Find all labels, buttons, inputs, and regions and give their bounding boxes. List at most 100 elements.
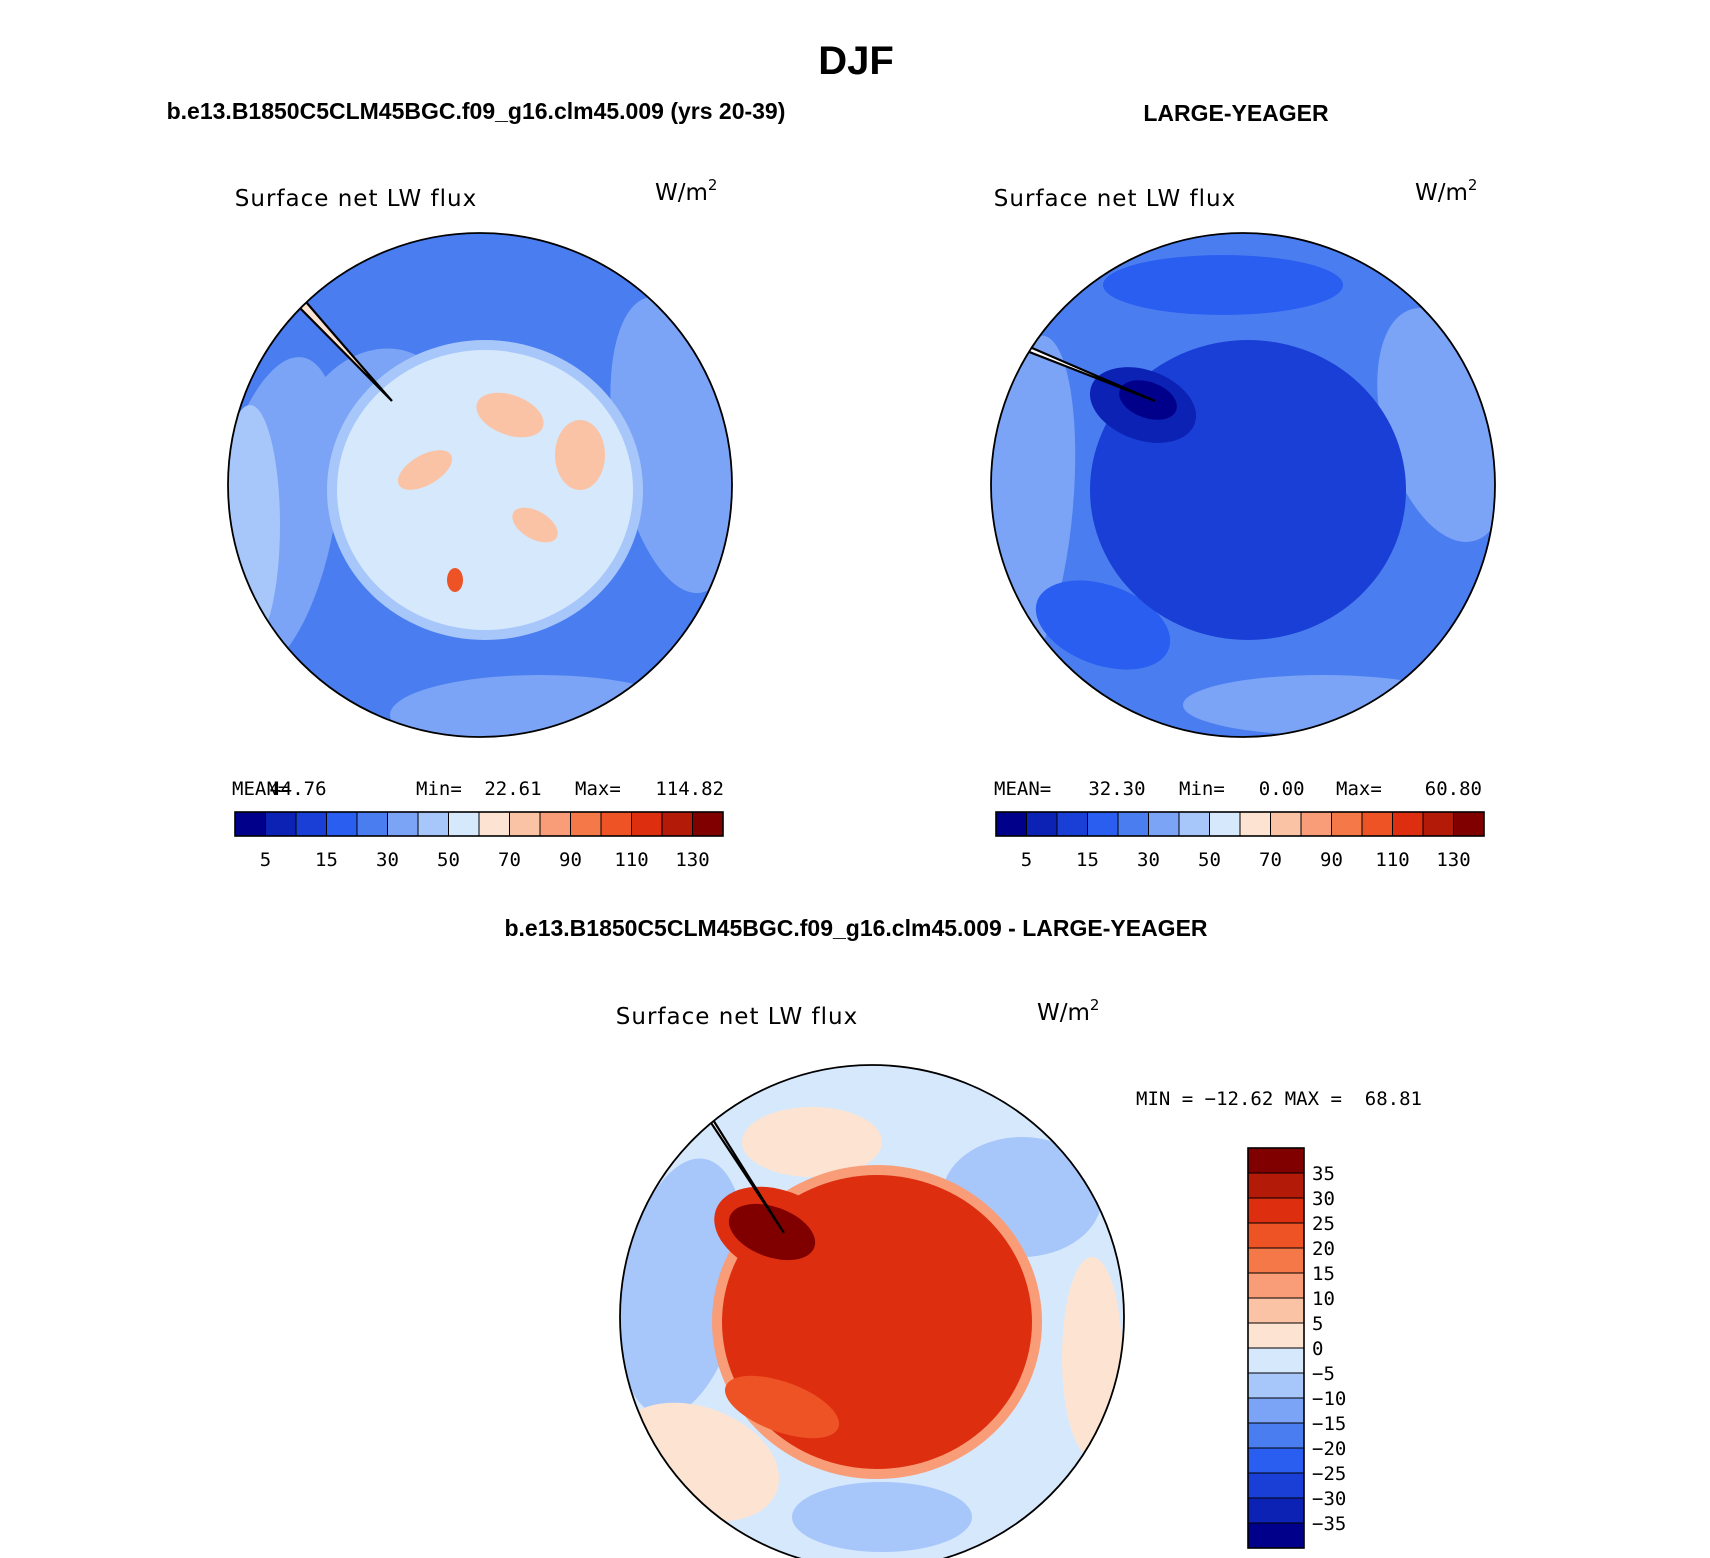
colorbar-2-swatch	[995, 811, 1027, 837]
panel-2-variable: Surface net LW flux	[994, 186, 1236, 212]
figure-title: DJF	[818, 39, 894, 83]
colorbar-3-swatch	[1247, 1322, 1305, 1349]
colorbar-2-swatch	[1270, 811, 1302, 837]
colorbar-1-swatch	[417, 811, 449, 837]
colorbar-1-tick-label: 50	[437, 849, 460, 871]
colorbar-3-tick-label: 30	[1312, 1188, 1335, 1210]
colorbar-3-tick-label: 35	[1312, 1163, 1335, 1185]
colorbar-2-swatch	[1117, 811, 1149, 837]
colorbar-1-tick-label: 130	[675, 849, 709, 871]
colorbar-1-swatch	[570, 811, 602, 837]
map-1-continent-patch-b	[397, 450, 453, 490]
colorbar-3-tick-label: −10	[1312, 1388, 1346, 1410]
colorbar-1-swatch	[448, 811, 480, 837]
colorbar-3-swatch	[1247, 1522, 1305, 1549]
colorbar-2-tick-label: 30	[1137, 849, 1160, 871]
colorbar-3-swatch	[1247, 1272, 1305, 1299]
map-2-light-band-south	[1183, 675, 1463, 735]
colorbar-2-swatch	[1087, 811, 1119, 837]
map-3-weddell-core	[728, 1203, 816, 1261]
map-2-border	[990, 232, 1496, 738]
map-1-hotspot	[447, 568, 463, 592]
colorbar-2-swatch	[1209, 811, 1241, 837]
colorbar-1-swatch	[539, 811, 571, 837]
colorbar-1-tick-label: 5	[260, 849, 271, 871]
colorbar-3-tick-label: −15	[1312, 1413, 1346, 1435]
map-1-light-band-south	[390, 675, 690, 737]
map-3-cool-band-south	[792, 1482, 972, 1552]
panel-1-variable: Surface net LW flux	[235, 186, 477, 212]
colorbar-3-tick-label: 0	[1312, 1338, 1323, 1360]
colorbar-1-swatch	[478, 811, 510, 837]
panel-3-variable: Surface net LW flux	[616, 1004, 858, 1030]
colorbar-2-swatch	[1453, 811, 1485, 837]
map-3-warm-region-east	[1062, 1257, 1122, 1457]
colorbar-2-swatch	[1300, 811, 1332, 837]
colorbar-1-tick-label: 110	[614, 849, 648, 871]
colorbar-3-swatch	[1247, 1397, 1305, 1424]
panel-1-heading: b.e13.B1850C5CLM45BGC.f09_g16.clm45.009 …	[167, 98, 786, 124]
colorbar-3-swatch	[1247, 1172, 1305, 1199]
colorbar-3-swatch	[1247, 1472, 1305, 1499]
panel-1-units: W/m2	[655, 176, 717, 206]
colorbar-2-tick-label: 90	[1320, 849, 1343, 871]
panel-3-minmax: MIN = −12.62 MAX = 68.81	[1136, 1088, 1422, 1110]
colorbar-2-swatch	[1331, 811, 1363, 837]
colorbar-1-tick-label: 30	[376, 849, 399, 871]
colorbar-2-swatch	[1178, 811, 1210, 837]
map-3-border	[619, 1064, 1125, 1558]
colorbar-1-swatch	[234, 811, 266, 837]
colorbar-3-tick-label: −20	[1312, 1438, 1346, 1460]
colorbar-3-swatch	[1247, 1447, 1305, 1474]
map-1-continent-patch-a	[476, 392, 544, 438]
colorbar-1-swatch	[661, 811, 693, 837]
panel-1-map	[227, 232, 733, 738]
colorbar-2-swatch	[1361, 811, 1393, 837]
colorbar-3-swatch	[1247, 1197, 1305, 1224]
colorbar-1-swatch	[509, 811, 541, 837]
colorbar-3-tick-label: 25	[1312, 1213, 1335, 1235]
colorbar-1-tick-label: 15	[315, 849, 338, 871]
colorbar-3-swatch	[1247, 1222, 1305, 1249]
colorbar-1-swatch	[326, 811, 358, 837]
panel-3-heading: b.e13.B1850C5CLM45BGC.f09_g16.clm45.009 …	[504, 915, 1207, 941]
colorbar-2-swatch	[1422, 811, 1454, 837]
colorbar-1-swatch	[600, 811, 632, 837]
colorbar-2-swatch	[1026, 811, 1058, 837]
colorbar-1-tick-label: 90	[559, 849, 582, 871]
colorbar-1-swatch	[387, 811, 419, 837]
map-2-deep-patch-north	[1103, 255, 1343, 315]
colorbar-2-tick-label: 110	[1375, 849, 1409, 871]
colorbar-3-tick-label: −35	[1312, 1513, 1346, 1535]
colorbar-3-swatch	[1247, 1422, 1305, 1449]
colorbar-2-swatch	[1392, 811, 1424, 837]
map-2-weddell-core	[1119, 380, 1177, 420]
colorbar-1-swatch	[295, 811, 327, 837]
panel-2-units: W/m2	[1415, 176, 1477, 206]
colorbar-1-swatch	[631, 811, 663, 837]
colorbar-3-swatch	[1247, 1147, 1305, 1174]
map-3-warm-region-north	[742, 1107, 882, 1177]
colorbar-3-swatch	[1247, 1372, 1305, 1399]
colorbar-2-swatch	[1148, 811, 1180, 837]
colorbar-3-tick-label: −30	[1312, 1488, 1346, 1510]
colorbar-3-tick-label: 10	[1312, 1288, 1335, 1310]
colorbar-3-swatch	[1247, 1347, 1305, 1374]
colorbar-2-swatch	[1239, 811, 1271, 837]
colorbar-3-swatch	[1247, 1297, 1305, 1324]
colorbar-3-tick-label: 5	[1312, 1313, 1323, 1335]
panel-1-colorbar: 5 15 30 50 70 90 110 130	[234, 811, 724, 871]
colorbar-2-tick-label: 15	[1076, 849, 1099, 871]
panel-3-colorbar: 35 30 25 20 15 10 5 0 −5 −10 −15 −20 −25 −30 −35	[1247, 1147, 1346, 1549]
colorbar-1-swatch	[265, 811, 297, 837]
colorbar-1-tick-label: 70	[498, 849, 521, 871]
colorbar-2-tick-label: 70	[1259, 849, 1282, 871]
panel-2-heading: LARGE-YEAGER	[1143, 100, 1329, 126]
panel-2-stats: MEAN= 32.30 Min= 0.00 Max= 60.80	[994, 778, 1482, 800]
map-1-continent-patch-d	[512, 507, 558, 543]
map-1-coastal-shelf	[337, 350, 633, 630]
colorbar-2-tick-label: 5	[1021, 849, 1032, 871]
panel-1-stats: MEAN=44.76 Min= 22.61 Max= 114.82	[232, 778, 724, 800]
panel-3-map	[619, 1064, 1125, 1558]
colorbar-2-tick-label: 130	[1436, 849, 1470, 871]
